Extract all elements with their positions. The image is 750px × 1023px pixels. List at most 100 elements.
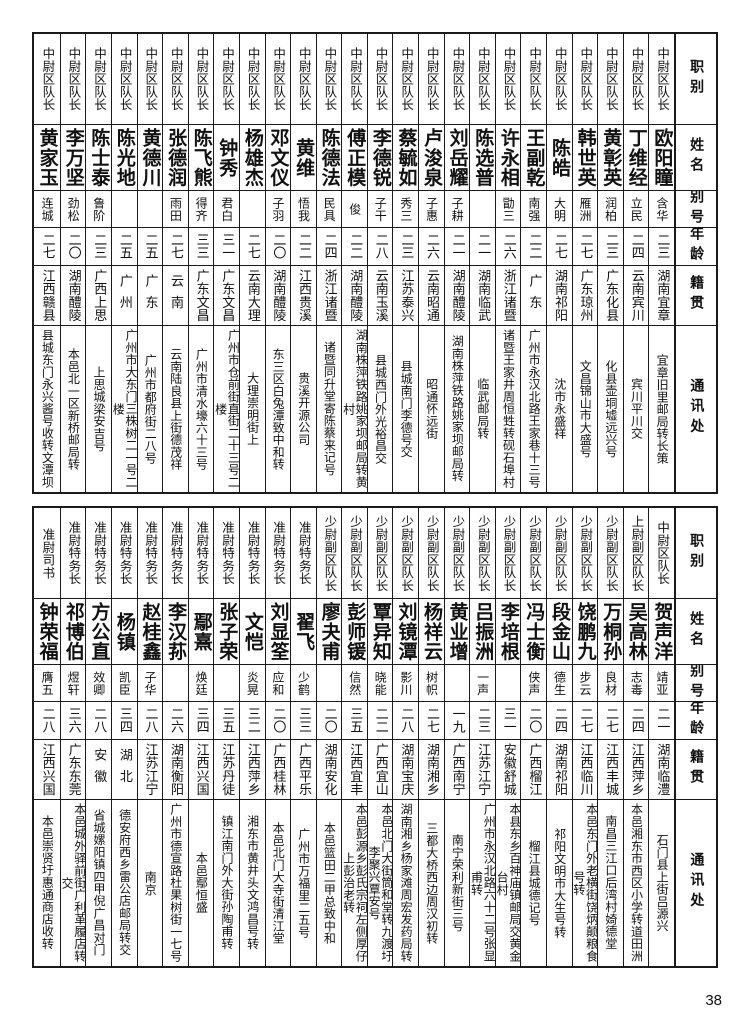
cell-alias: 凯臣 (111, 665, 137, 703)
roster-entry[interactable]: 中尉区队长 杨雄杰 二七 云南大理 大理崇明街上 (238, 34, 265, 492)
cell-name: 蔡毓如 (393, 125, 419, 191)
roster-entry[interactable]: 中尉区队长 黄彰英 润柏 二三 广东化县 化县壶垌墟远兴号 (597, 34, 623, 492)
cell-rank: 中尉区队长 (649, 34, 674, 126)
roster-entry[interactable]: 中尉区队长 傅正模俊二二 湖南醴陵 湖南株萍铁路姚家坝邮局转黄村 (341, 34, 367, 492)
cell-name: 陈光地 (111, 125, 137, 191)
cell-alias (214, 665, 239, 703)
cell-rank: 少尉副区队长 (393, 508, 419, 600)
roster-entry[interactable]: 少尉副区队长 饶鹏九 步云 二七 江西临川 本邑东门外老横街饶炳颠粮食号转 (571, 508, 598, 966)
roster-entry[interactable]: 中尉区队长 李德锐 子干 二八 云南玉溪 县城西门外光裕昌交 (366, 34, 393, 492)
roster-entry[interactable]: 少尉副区队长 刘镜潭 影川 二八 湖南宝庆 湖南湘乡杨家滩周宏发药局转 (392, 508, 419, 966)
native-text: 广西平乐 (296, 742, 312, 796)
age-text: 二二 (372, 707, 388, 734)
roster-entry[interactable]: 中尉区队长 许永相 勖三 二六 浙江诸暨 诸暨王家井周恒甡转砚石埠村 (494, 34, 521, 492)
roster-entry[interactable]: 准尉特务长 方公直 效卿 二八 安徽 省城嫘阳镇四甲倪广昌对门 (85, 508, 111, 966)
roster-entry[interactable]: 少尉副区队长 彭师锾 信然 三五 江西宜丰 本邑彭源乡彭氏宗祠左侧厚仔上彭治老转 (341, 508, 367, 966)
roster-entry[interactable]: 上尉副区队长 吴高林 志毒 二四 江西萍乡 本邑湘东市西区小学转道田洲 (622, 508, 649, 966)
cell-alias: 君白 (214, 191, 239, 229)
roster-entry[interactable]: 中尉区队长 陈飞熊 得齐 三三 广东文昌 广州市清水壕六十三号 (187, 34, 214, 492)
age-text: 二八 (39, 707, 55, 734)
row-header-label: 籍贯 (688, 748, 705, 790)
age-text: 二三 (398, 233, 414, 260)
alias-text: 君白 (219, 196, 234, 222)
roster-entry[interactable]: 中尉区队长 王副乾 南强 二二 广东 广州市永汉北路王家巷十三号 (520, 34, 547, 492)
roster-entry[interactable]: 少尉副区队长 杨祥云 树帜 二七 湖南湘乡 三都大桥西边周汉初转 (418, 508, 444, 966)
roster-entry[interactable]: 少尉副区队长 吕振洲 一声 二三 江苏江宁 广州市永汉北路六十二号张显甫转 (469, 508, 495, 966)
roster-entry[interactable]: 准尉司书 钟荣福 膺五 二八 江西兴国 本邑崇贤圩惠通商店收转 (34, 508, 60, 966)
cell-native: 广东文昌 (214, 266, 239, 326)
cell-age: 二四 (623, 228, 649, 267)
roster-entry[interactable]: 中尉区队长 张德润 雨田 二七 云南 云南陆良县上街德茂祥 (162, 34, 188, 492)
roster-entry[interactable]: 中尉区队长 刘岳耀 子耕 二一 湖南醴陵 湖南株萍铁路姚家坝邮局转 (443, 34, 470, 492)
name-text: 陈光地 (113, 127, 136, 188)
cell-native: 湖南湘乡 (419, 740, 444, 800)
cell-alias: 志毒 (623, 665, 649, 703)
cell-name: 李培根 (495, 599, 521, 665)
native-text: 湖南衡阳 (168, 742, 184, 796)
roster-entry[interactable]: 中尉区队长 陈士泰 鲁阶 二三 广西上思 上思城梁安吉号 (85, 34, 111, 492)
rank-text: 中尉区队长 (578, 47, 594, 111)
rank-text: 准尉特务长 (194, 521, 210, 585)
roster-entry[interactable]: 中尉区队长 韩世英 雁洲 二七 广东琼州 文昌锦山市大盛号 (571, 34, 598, 492)
address-text: 广州市仓前街直街二十三号二楼 (214, 329, 239, 489)
roster-entry[interactable]: 准尉特务长 张子荣 三五 江苏丹徒 镇江南门外大街孙陶甫转 (213, 508, 239, 966)
address-text: 上思城梁安吉号 (92, 365, 106, 452)
alias-text: 子耕 (450, 196, 465, 222)
roster-entry[interactable]: 中尉区队长 陈德法 民具 二四 浙江诸暨 诸暨同升堂寄陈蔡来记号 (315, 34, 342, 492)
cell-name: 丁维经 (623, 125, 649, 191)
roster-entry[interactable]: 少尉副区队长 覃异知 晓能 二二 广西宜山 本邑北门大街筒和堂转九渡圩李聚兴覃安号 (366, 508, 393, 966)
roster-entry[interactable]: 中尉区队长 陈选普 二一 湖南临武 临武邮局转 (469, 34, 495, 492)
roster-entry[interactable]: 中尉区队长 卢浚泉 子惠 二六 云南昭通 昭通怀远街 (418, 34, 444, 492)
roster-entry[interactable]: 准尉特务长 赵桂鑫 子华 二八 江苏江宁 南京 (136, 508, 163, 966)
roster-entry[interactable]: 中尉区队长 黄维 悟我 二二 江西贵溪 贵溪开源公司 (290, 34, 316, 492)
cell-native: 湖南衡阳 (163, 740, 188, 800)
cell-address: 石门县上街吕源兴 (649, 800, 674, 967)
roster-entry[interactable]: 中尉区队长 贺声洋 靖亚 二一 湖南临澧 石门县上街吕源兴 (648, 508, 674, 966)
cell-age: 二〇 (316, 702, 342, 741)
alias-text: 勖三 (501, 196, 516, 222)
roster-entry[interactable]: 中尉区队长 邓文仪 子羽 二〇 湖南醴陵 东三区白兔潭致中和转 (264, 34, 291, 492)
roster-entry[interactable]: 中尉区队长 钟秀 君白 三一 广东文昌 广州市仓前街直街二十三号二楼 (213, 34, 239, 492)
roster-entry[interactable]: 准尉特务长 刘显筌 应和 二〇 广西桂林 本邑北门大寺街清江堂 (264, 508, 291, 966)
address-text: 本邑北一区新桥邮局转 (66, 347, 81, 470)
alias-text: 德生 (552, 670, 567, 696)
cell-native: 江苏泰兴 (393, 266, 419, 326)
address-text: 诸暨王家井周恒甡转砚石埠村 (501, 329, 516, 489)
cell-rank: 少尉副区队长 (547, 508, 572, 600)
cell-alias (137, 191, 163, 229)
roster-entry[interactable]: 准尉特务长 翟飞 少鹤 三三 广西平乐 广州市万福里二五号 (290, 508, 316, 966)
roster-entry[interactable]: 中尉区队长 欧阳瞳 含华 二三 湖南宜章 宜章旧里邮局转长策 (648, 34, 674, 492)
roster-entry[interactable]: 少尉副区队长 段金山 德生 二四 湖南祁阳 祁阳文明市大生号转 (546, 508, 572, 966)
roster-entry[interactable]: 中尉区队长 黄德川 二五 广东 广州市都府街二八号 (136, 34, 163, 492)
cell-age: 二七 (163, 228, 188, 267)
roster-entry[interactable]: 少尉副区队长 万桐孙 良材 二七 江西丰城 南昌三江口后湾村婍德堂 (597, 508, 623, 966)
age-text: 二二 (526, 233, 542, 260)
roster-entry[interactable]: 少尉副区队长 李培根 三一 安徽舒城 本县东乡百神庙镇邮局交黄金台村 (494, 508, 521, 966)
cell-alias: 子惠 (419, 191, 444, 229)
native-text: 广东东莞 (65, 742, 81, 796)
alias-text: 子华 (142, 670, 157, 696)
alias-text: 良材 (603, 670, 618, 696)
roster-entry[interactable]: 准尉特务长 杨镇 凯臣 三四 湖北 德安府西乡雷公店邮局转交 (110, 508, 137, 966)
roster-entry[interactable]: 准尉特务长 鄢熹 焕廷 三四 江西兴国 本邑鄢恒盛 (187, 508, 214, 966)
roster-entry[interactable]: 中尉区队长 陈光地 二五 广州 广州市大东门三株树二一号二楼 (110, 34, 137, 492)
name-text: 黄德川 (139, 127, 162, 188)
age-text: 三一 (219, 233, 235, 260)
roster-entry[interactable]: 中尉区队长 丁维经 立民 二四 云南宾川 宾川平川交 (622, 34, 649, 492)
roster-entry[interactable]: 中尉区队长 蔡毓如 秀三 二三 江苏泰兴 县城南门李德号交 (392, 34, 419, 492)
alias-text: 俊 (347, 202, 362, 216)
roster-entry[interactable]: 中尉区队长 陈皓 大明 二七 湖南祁阳 沈市永盛祥 (546, 34, 572, 492)
roster-entry[interactable]: 中尉区队长 李万坚 劲松 二〇 湖南醴陵 本邑北一区新桥邮局转 (59, 34, 86, 492)
cell-alias: 焕廷 (188, 665, 214, 703)
roster-entry[interactable]: 中尉区队长 黄家玉 连城 二七 江西赣县 县城东门永兴酱号收转文潭坝 (34, 34, 60, 492)
cell-name: 贺声洋 (649, 599, 674, 665)
name-text: 陈飞熊 (190, 127, 213, 188)
alias-text: 含华 (654, 196, 669, 222)
age-text: 二四 (551, 707, 567, 734)
roster-entry[interactable]: 少尉副区队长 廖夬甫 二〇 湖南安化 本邑篮田二甲总致中和 (315, 508, 342, 966)
roster-entry[interactable]: 少尉副区队长 黄业增 一九 广西南宁 南宁荣利新街三号 (443, 508, 470, 966)
roster-entry[interactable]: 少尉副区队长 冯士衡 侠声 二〇 广西榴江 榴江县城德记号 (520, 508, 547, 966)
roster-entry[interactable]: 准尉特务长 文恺 炎晃 三二 江西萍乡 湘东市黄井头文鸿昌号转 (238, 508, 265, 966)
roster-entry[interactable]: 准尉特务长 李汉荪 二六 湖南衡阳 广州市德宣路杜果树街一七号 (162, 508, 188, 966)
roster-entry[interactable]: 准尉特务长 祁博伯 煜轩 三六 广东东莞 本邑城外驿前街广利革履店转交 (59, 508, 86, 966)
